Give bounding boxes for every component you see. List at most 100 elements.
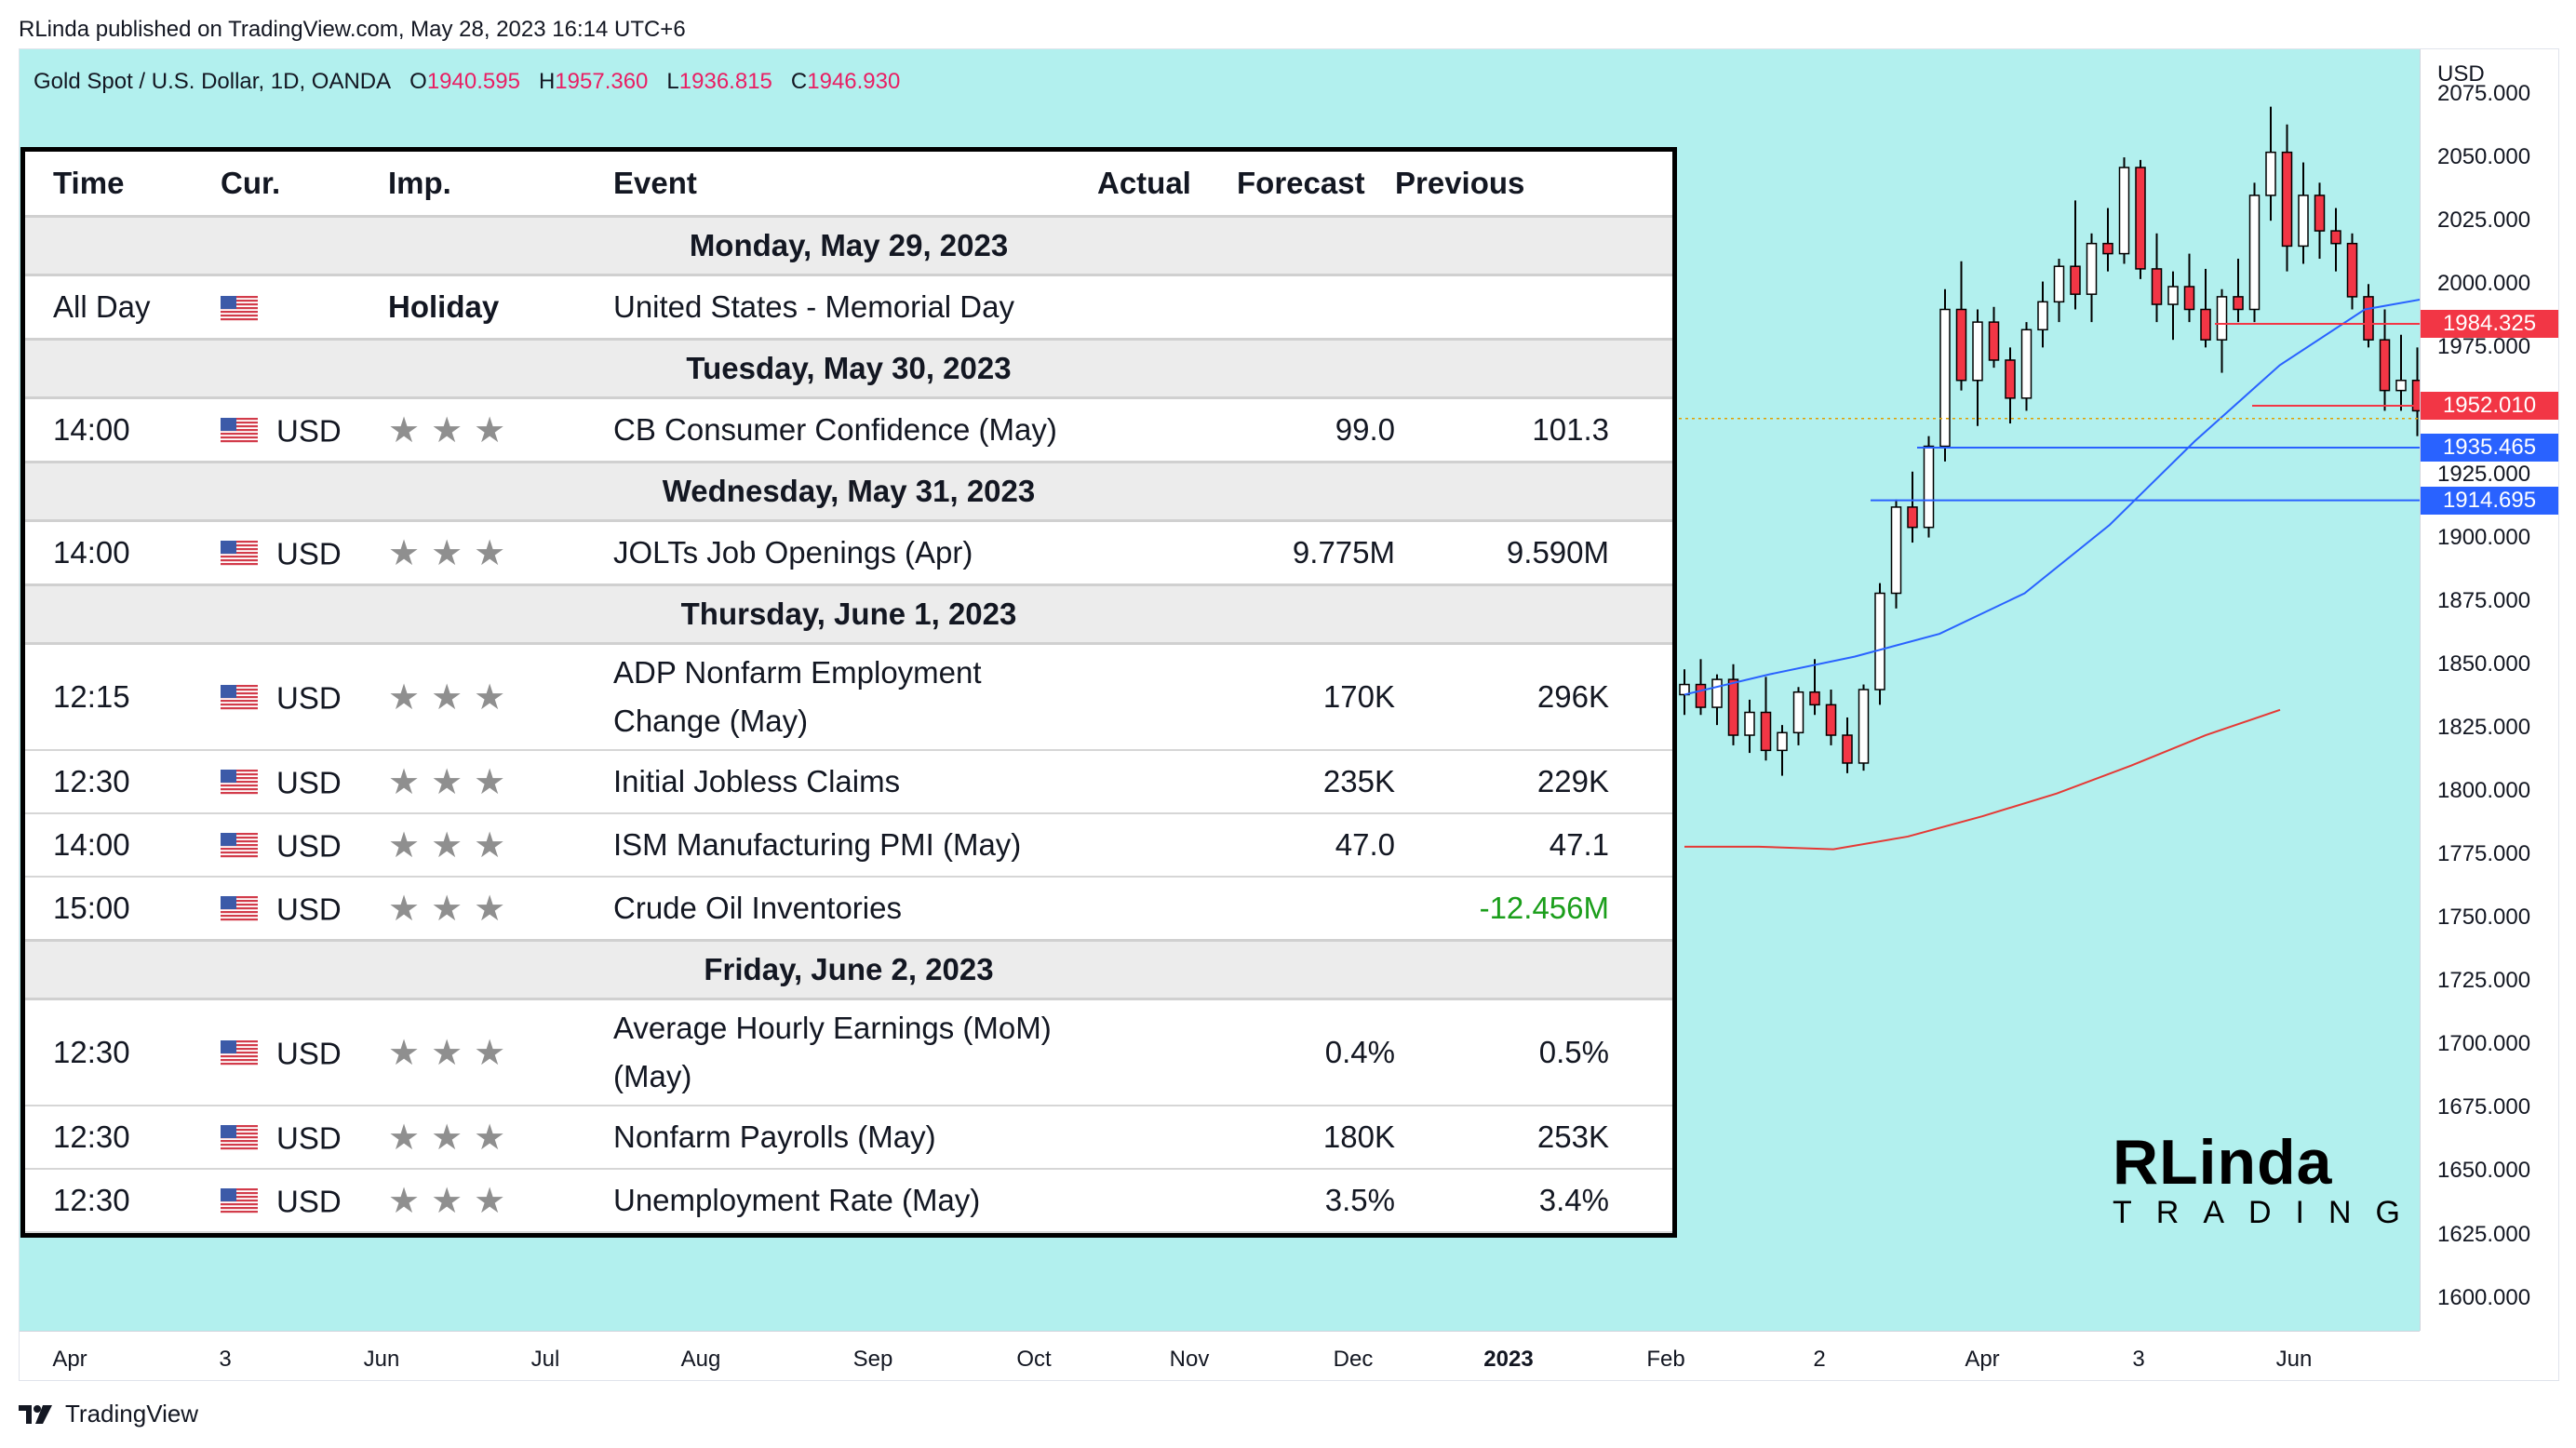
fast-moving-average-line: [1684, 298, 2420, 696]
event-spacer: [1609, 275, 1672, 341]
candle-body: [2314, 194, 2326, 232]
event-actual: [1097, 643, 1237, 751]
price-tick: 1925.000: [2437, 461, 2531, 487]
time-tick: 3: [2132, 1347, 2145, 1372]
currency-code: USD: [276, 413, 342, 449]
candle-body: [1988, 321, 2000, 361]
candle-body: [1858, 689, 1870, 764]
event-actual: [1097, 397, 1237, 463]
event-actual: [1097, 877, 1237, 942]
time-tick: Feb: [1646, 1347, 1685, 1372]
candle-body: [2363, 296, 2374, 341]
currency-code: USD: [276, 536, 342, 571]
event-forecast: 180K: [1237, 1106, 1395, 1170]
time-tick: 2: [1813, 1347, 1826, 1372]
event-importance: Holiday: [388, 275, 613, 341]
calendar-event-row[interactable]: 15:00 USD ★★★ Crude Oil Inventories -12.456M: [25, 877, 1672, 942]
us-flag-icon: [221, 541, 258, 568]
event-forecast: 47.0: [1237, 813, 1395, 878]
header-forecast: Forecast: [1237, 166, 1365, 200]
us-flag-icon: [221, 1188, 258, 1215]
price-tick: 1675.000: [2437, 1094, 2531, 1120]
event-actual: [1097, 275, 1237, 341]
event-spacer: [1609, 643, 1672, 751]
high-label: H: [538, 69, 556, 94]
event-currency: USD: [221, 1106, 388, 1170]
event-currency: USD: [221, 877, 388, 942]
calendar-body: Monday, May 29, 2023 All Day Holiday United…: [25, 215, 1672, 1233]
tradingview-footer[interactable]: TradingView: [19, 1400, 198, 1428]
candle-body: [2233, 296, 2244, 311]
calendar-date-row: Friday, June 2, 2023: [25, 939, 1672, 1000]
time-axis[interactable]: Apr 3 Jun Jul Aug Sep Oct Nov Dec 2023 Feb 2 Apr 3 Jun: [19, 1331, 2420, 1382]
event-actual: [1097, 999, 1237, 1106]
candle-body: [1874, 592, 1885, 690]
calendar-event-row[interactable]: 14:00 USD ★★★ JOLTs Job Openings (Apr) 9.775…: [25, 520, 1672, 586]
high-value: 1957.360: [555, 69, 649, 94]
candle-body: [2118, 167, 2130, 255]
price-tag: 1984.325: [2421, 309, 2558, 338]
event-name: Nonfarm Payrolls (May): [613, 1106, 1097, 1170]
price-tick: 2025.000: [2437, 208, 2531, 234]
event-previous: 47.1: [1395, 813, 1609, 878]
calendar-event-row[interactable]: 14:00 USD ★★★ CB Consumer Confidence (May) 9…: [25, 397, 1672, 463]
price-tick: 1625.000: [2437, 1221, 2531, 1247]
us-flag-icon: [221, 896, 258, 923]
candle-body: [1760, 711, 1772, 752]
calendar-event-row[interactable]: 12:30 USD ★★★ Initial Jobless Claims 235K 229…: [25, 750, 1672, 814]
candle-body: [1809, 690, 1820, 706]
candle-body: [2053, 265, 2065, 303]
event-time: 14:00: [25, 520, 221, 586]
tradingview-label: TradingView: [65, 1400, 199, 1428]
economic-calendar: Time Cur. Imp. Event Actual Forecast Pre…: [20, 147, 1677, 1238]
calendar-event-row[interactable]: 12:30 USD ★★★ Nonfarm Payrolls (May) 180K 253…: [25, 1106, 1672, 1170]
price-tag: 1914.695: [2421, 486, 2558, 515]
calendar-event-row[interactable]: 12:30 USD ★★★ Average Hourly Earnings (MoM)…: [25, 999, 1672, 1106]
candle-body: [1711, 678, 1723, 708]
close-value: 1946.930: [807, 69, 901, 94]
candle-body: [1727, 678, 1739, 736]
event-currency: USD: [221, 643, 388, 751]
price-tick: 1825.000: [2437, 714, 2531, 740]
event-forecast: [1237, 275, 1395, 341]
event-name: United States - Memorial Day: [613, 275, 1097, 341]
event-time: 12:30: [25, 750, 221, 814]
event-currency: USD: [221, 397, 388, 463]
event-time: 15:00: [25, 877, 221, 942]
event-name: Average Hourly Earnings (MoM) (May): [613, 999, 1097, 1106]
event-spacer: [1609, 999, 1672, 1106]
candle-body: [2086, 242, 2098, 295]
event-name: ISM Manufacturing PMI (May): [613, 813, 1097, 878]
event-previous: [1395, 275, 1609, 341]
time-tick: 3: [219, 1347, 232, 1372]
event-forecast: 9.775M: [1237, 520, 1395, 586]
candle-body: [2200, 308, 2211, 341]
event-forecast: 170K: [1237, 643, 1395, 751]
candle-body: [2281, 151, 2293, 248]
currency-code: USD: [276, 680, 342, 716]
calendar-event-row[interactable]: 14:00 USD ★★★ ISM Manufacturing PMI (May) 47…: [25, 813, 1672, 878]
event-spacer: [1609, 1106, 1672, 1170]
calendar-event-row[interactable]: All Day Holiday United States - Memorial D…: [25, 275, 1672, 341]
currency-code: USD: [276, 828, 342, 864]
calendar-event-row[interactable]: 12:15 USD ★★★ ADP Nonfarm Employment Change…: [25, 643, 1672, 751]
calendar-event-row[interactable]: 12:30 USD ★★★ Unemployment Rate (May) 3.5% 3.…: [25, 1169, 1672, 1233]
calendar-date-row: Wednesday, May 31, 2023: [25, 461, 1672, 522]
price-tick: 1725.000: [2437, 968, 2531, 994]
candle-body: [2167, 286, 2179, 305]
event-currency: USD: [221, 520, 388, 586]
candle-body: [2020, 328, 2033, 399]
calendar-date-row: Thursday, June 1, 2023: [25, 583, 1672, 645]
event-time: 12:30: [25, 1106, 221, 1170]
time-tick: Jun: [363, 1347, 400, 1372]
event-actual: [1097, 813, 1237, 878]
event-spacer: [1609, 877, 1672, 942]
time-tick: Oct: [1016, 1347, 1052, 1372]
event-spacer: [1609, 1169, 1672, 1233]
candle-body: [2379, 339, 2391, 392]
price-chart: [1666, 106, 2420, 851]
open-value: 1940.595: [426, 69, 520, 94]
price-tick: 1800.000: [2437, 777, 2531, 803]
header-event: Event: [613, 166, 697, 200]
event-actual: [1097, 1106, 1237, 1170]
